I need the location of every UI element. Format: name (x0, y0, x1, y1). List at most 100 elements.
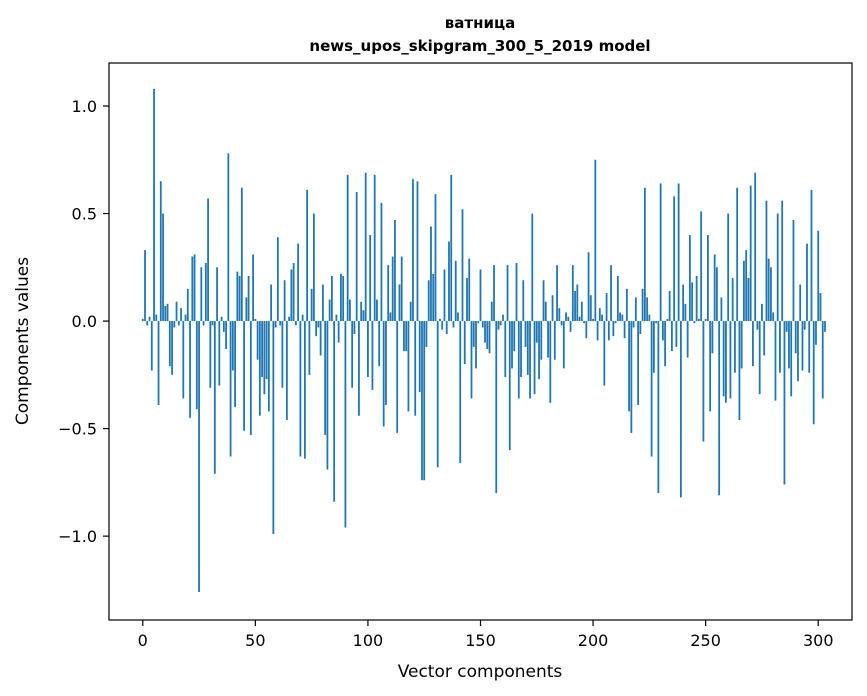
bar (513, 321, 516, 352)
bar (580, 301, 583, 322)
bar (824, 321, 826, 332)
bar (409, 301, 412, 322)
bar (684, 303, 687, 322)
bar (452, 321, 455, 328)
bar (450, 174, 453, 322)
bar (258, 321, 261, 416)
bar (781, 200, 784, 322)
bar (547, 321, 549, 358)
bar (310, 288, 313, 322)
bar (612, 321, 615, 337)
bar (562, 321, 565, 369)
y-tick-label: 1.0 (72, 97, 97, 116)
bar (481, 321, 484, 328)
bar (144, 250, 146, 322)
bar (655, 321, 658, 324)
bar (184, 314, 187, 322)
bar (589, 295, 592, 322)
bar (729, 321, 732, 399)
bar (801, 321, 804, 371)
bar (592, 318, 594, 322)
bar (610, 265, 612, 322)
bar (614, 321, 617, 324)
bar (243, 321, 245, 431)
bar (164, 306, 167, 322)
bar (743, 260, 745, 322)
bar (267, 321, 270, 412)
bar (272, 321, 275, 534)
bar (157, 321, 160, 405)
bar (688, 235, 691, 322)
bar (207, 198, 209, 322)
bar (340, 273, 342, 322)
bar (162, 213, 164, 322)
bar (308, 321, 311, 375)
bar (679, 321, 682, 498)
bar (535, 321, 538, 343)
bar (303, 321, 306, 459)
bar (553, 321, 556, 360)
bar (797, 321, 799, 382)
bar (533, 321, 536, 395)
bar (529, 321, 531, 399)
bar (204, 263, 207, 322)
bar (432, 273, 435, 322)
bar (342, 275, 345, 322)
bar (376, 299, 378, 322)
x-tick-label: 100 (353, 631, 384, 650)
bar (385, 321, 387, 405)
bar (213, 321, 216, 474)
bar (468, 258, 471, 322)
bar (333, 321, 336, 502)
bar (711, 321, 714, 354)
bar (396, 321, 399, 433)
plot-frame (108, 62, 853, 621)
bar (355, 192, 358, 322)
bar (461, 209, 464, 322)
bar (274, 321, 277, 328)
bar (285, 321, 288, 420)
bar (364, 172, 367, 322)
bar (508, 321, 511, 451)
chart-subtitle: news_upos_skipgram_300_5_2019 model (309, 37, 650, 55)
bar (240, 187, 243, 322)
bar (776, 213, 779, 322)
bar (675, 321, 678, 347)
bar (423, 321, 426, 481)
bar (571, 265, 574, 322)
bar (601, 314, 603, 322)
bar (328, 299, 331, 322)
bar (265, 321, 268, 380)
bar (306, 189, 309, 322)
bar (263, 321, 266, 395)
bar (441, 321, 444, 330)
bar (490, 301, 493, 322)
bar (220, 316, 223, 322)
bar (403, 321, 405, 352)
bar (538, 321, 540, 380)
bar (166, 303, 169, 322)
bar (790, 321, 793, 397)
bar (585, 321, 588, 339)
x-axis-ticks: 0 50 100 150 200 250 300 (138, 620, 834, 650)
bar (439, 318, 441, 322)
bar (661, 321, 664, 341)
bar (722, 321, 725, 397)
bar (346, 174, 349, 322)
bar (695, 275, 698, 322)
bar (637, 321, 640, 405)
bar (499, 321, 502, 326)
bar (407, 321, 410, 412)
bar (515, 263, 518, 322)
bar (752, 321, 754, 367)
bar (506, 265, 509, 322)
bar (297, 243, 300, 322)
bar (693, 321, 696, 324)
bar (459, 321, 462, 464)
bar (632, 321, 635, 328)
bar (276, 237, 279, 322)
bar (270, 284, 273, 322)
bar (141, 318, 144, 322)
